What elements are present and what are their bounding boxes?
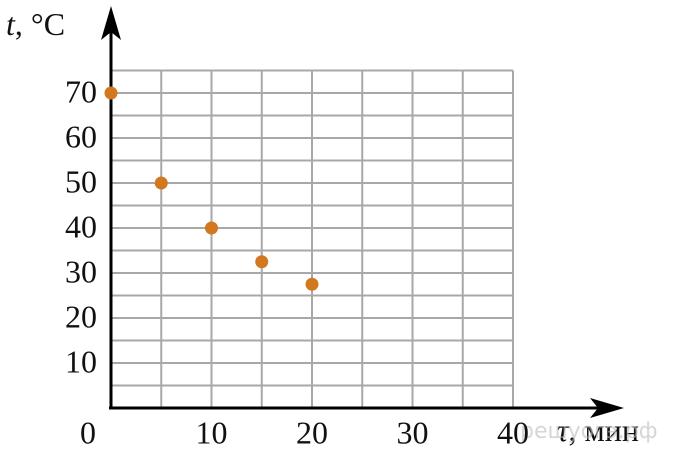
x-tick-label: 0 bbox=[80, 414, 96, 450]
y-label-unit: , °C bbox=[15, 6, 65, 42]
x-tick-label: 10 bbox=[196, 414, 228, 450]
watermark: решуогэ.рф bbox=[520, 419, 658, 444]
x-arrow bbox=[590, 398, 624, 418]
y-tick-label: 50 bbox=[65, 163, 97, 199]
point bbox=[255, 255, 269, 269]
point bbox=[104, 86, 118, 100]
y-tick-label: 10 bbox=[65, 343, 97, 379]
x-tick-label: 20 bbox=[296, 414, 328, 450]
x-tick-label: 40 bbox=[497, 414, 529, 450]
y-tick-label: 30 bbox=[65, 253, 97, 289]
x-tick-label: 30 bbox=[397, 414, 429, 450]
y-label-var: t bbox=[6, 6, 16, 42]
point bbox=[305, 277, 319, 291]
y-tick-label: 70 bbox=[65, 73, 97, 109]
x-label: τ, мин bbox=[557, 412, 639, 448]
y-tick-label: 60 bbox=[65, 118, 97, 154]
y-tick-label: 20 bbox=[65, 298, 97, 334]
grid bbox=[110, 69, 514, 408]
y-arrow bbox=[101, 6, 121, 40]
x-label-unit: , мин bbox=[568, 412, 639, 448]
y-label: t, °C bbox=[6, 6, 65, 42]
point bbox=[154, 176, 168, 190]
x-label-var: τ bbox=[557, 412, 570, 448]
y-tick-label: 40 bbox=[65, 208, 97, 244]
point bbox=[205, 221, 218, 235]
